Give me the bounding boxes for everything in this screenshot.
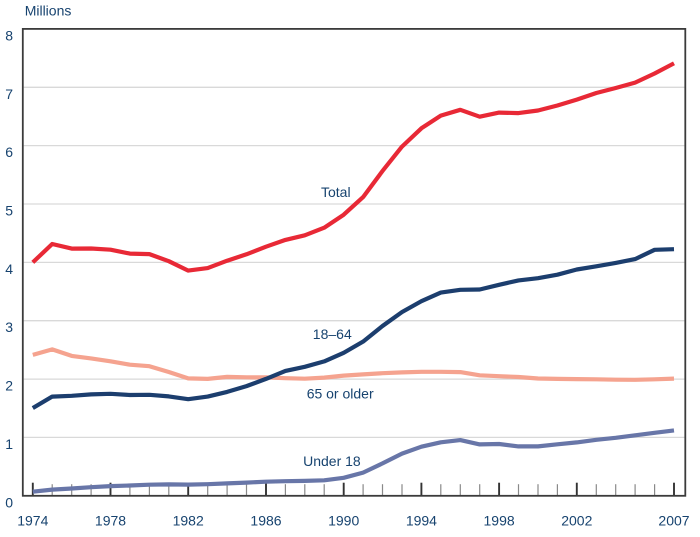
- svg-text:2: 2: [5, 378, 13, 394]
- svg-text:18–64: 18–64: [313, 326, 352, 342]
- svg-text:1978: 1978: [95, 513, 126, 529]
- svg-text:1994: 1994: [406, 513, 437, 529]
- svg-text:4: 4: [5, 261, 13, 277]
- svg-text:2002: 2002: [561, 513, 592, 529]
- svg-text:8: 8: [5, 27, 13, 43]
- svg-text:0: 0: [5, 494, 13, 510]
- svg-text:1998: 1998: [484, 513, 515, 529]
- svg-text:7: 7: [5, 86, 13, 102]
- svg-text:1986: 1986: [250, 513, 281, 529]
- svg-text:1982: 1982: [173, 513, 204, 529]
- svg-text:6: 6: [5, 144, 13, 160]
- svg-text:1: 1: [5, 436, 13, 452]
- svg-text:3: 3: [5, 319, 13, 335]
- svg-text:65 or older: 65 or older: [307, 386, 374, 402]
- svg-text:2007: 2007: [658, 513, 689, 529]
- svg-text:5: 5: [5, 203, 13, 219]
- svg-text:1974: 1974: [17, 513, 48, 529]
- svg-text:1990: 1990: [328, 513, 359, 529]
- svg-text:Total: Total: [321, 184, 351, 200]
- svg-text:Millions: Millions: [25, 3, 72, 19]
- svg-text:Under 18: Under 18: [303, 453, 361, 469]
